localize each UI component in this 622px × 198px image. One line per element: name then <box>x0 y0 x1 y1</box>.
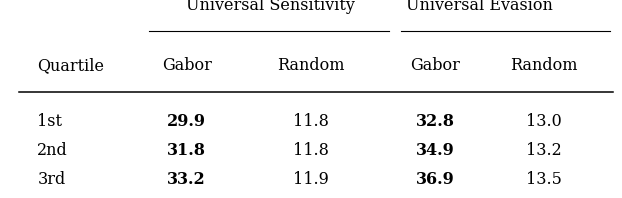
Text: Universal Sensitivity: Universal Sensitivity <box>186 0 355 14</box>
Text: Random: Random <box>277 57 345 74</box>
Text: 34.9: 34.9 <box>416 142 455 159</box>
Text: Quartile: Quartile <box>37 57 104 74</box>
Text: 29.9: 29.9 <box>167 113 206 130</box>
Text: 3rd: 3rd <box>37 171 65 188</box>
Text: Universal Evasion: Universal Evasion <box>406 0 552 14</box>
Text: 36.9: 36.9 <box>416 171 455 188</box>
Text: 13.2: 13.2 <box>526 142 562 159</box>
Text: 33.2: 33.2 <box>167 171 206 188</box>
Text: 11.8: 11.8 <box>293 113 329 130</box>
Text: 32.8: 32.8 <box>416 113 455 130</box>
Text: 31.8: 31.8 <box>167 142 206 159</box>
Text: 13.0: 13.0 <box>526 113 562 130</box>
Text: 11.8: 11.8 <box>293 142 329 159</box>
Text: Gabor: Gabor <box>411 57 460 74</box>
Text: Random: Random <box>511 57 578 74</box>
Text: 13.5: 13.5 <box>526 171 562 188</box>
Text: 11.9: 11.9 <box>293 171 329 188</box>
Text: 1st: 1st <box>37 113 62 130</box>
Text: Gabor: Gabor <box>162 57 211 74</box>
Text: 2nd: 2nd <box>37 142 68 159</box>
